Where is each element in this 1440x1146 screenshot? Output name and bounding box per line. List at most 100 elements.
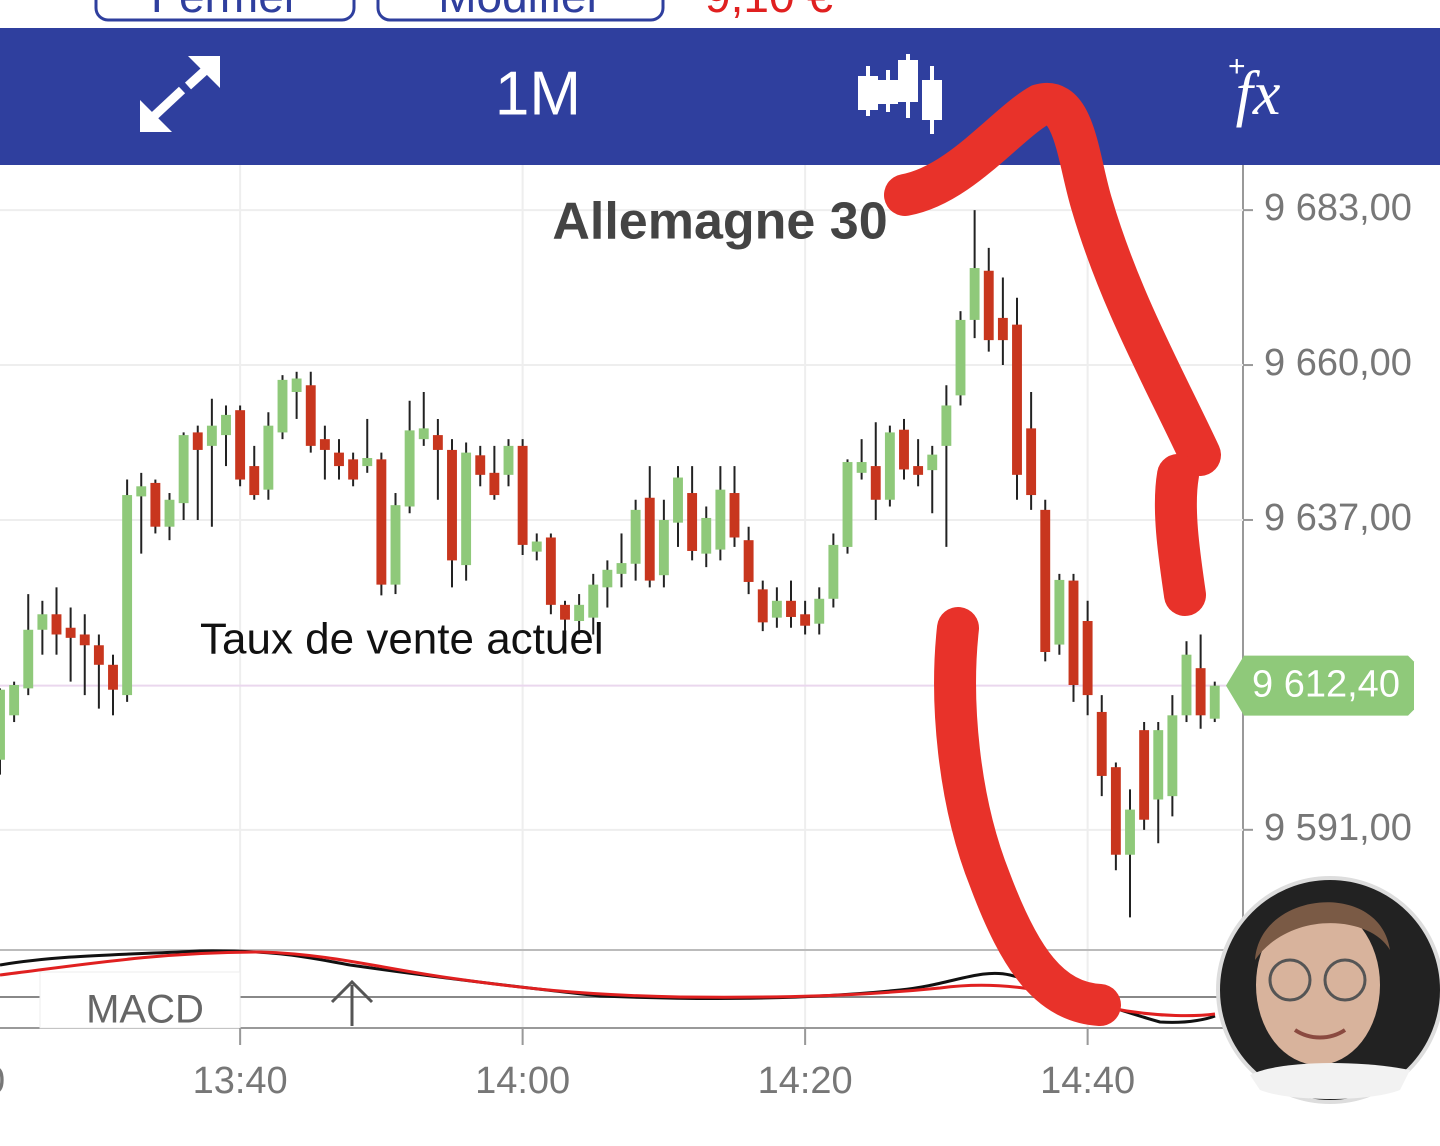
- candle-body: [814, 598, 825, 624]
- candle-body: [941, 405, 952, 446]
- candle-body: [136, 486, 147, 497]
- candle-body: [277, 379, 288, 433]
- candle-body: [1026, 428, 1037, 496]
- candle-body: [1209, 685, 1220, 719]
- candle-body: [390, 505, 401, 585]
- candle-body: [503, 445, 514, 475]
- candle-body: [348, 459, 359, 480]
- candle-body: [334, 452, 344, 467]
- candle-body: [305, 385, 316, 446]
- candle-body: [884, 432, 895, 500]
- candle-body: [1110, 767, 1121, 855]
- candle-body: [164, 499, 175, 527]
- expand-icon[interactable]: [140, 56, 220, 132]
- candle-body: [489, 472, 500, 496]
- candle-body: [517, 445, 528, 545]
- candle-body: [828, 544, 839, 599]
- candle-body: [870, 466, 881, 500]
- candle-body: [1082, 621, 1093, 696]
- candle-body: [65, 627, 76, 638]
- candle-body: [616, 563, 627, 574]
- candle-body: [221, 414, 231, 436]
- candle-body: [560, 604, 570, 620]
- profit: 9,10 €: [705, 0, 833, 22]
- current-price-tag: [1226, 655, 1414, 716]
- candle-body: [291, 378, 302, 392]
- candle-body: [1068, 580, 1079, 685]
- avatar[interactable]: [1216, 876, 1440, 1104]
- candle-body: [630, 509, 641, 564]
- candle-body: [1139, 730, 1150, 820]
- macd-label-box: [39, 971, 241, 1029]
- x-tick-label: 14:40: [1040, 1060, 1135, 1102]
- chart-title: Allemagne 30: [552, 193, 887, 251]
- y-tick-label: 9 637,00: [1264, 497, 1412, 539]
- candle-body: [122, 495, 133, 696]
- candle-body: [1195, 668, 1206, 716]
- y-tick-label: 9 683,00: [1264, 187, 1412, 229]
- candle-body: [192, 432, 203, 450]
- candle-body: [432, 435, 443, 450]
- candle-body: [319, 439, 330, 450]
- candle-body: [376, 459, 387, 585]
- drawn-stroke: [934, 607, 1121, 1026]
- candle-body: [51, 614, 62, 635]
- drawn-stroke: [1154, 454, 1206, 616]
- candle-body: [150, 482, 161, 527]
- close-button[interactable]: [94, 0, 356, 22]
- candle-body: [1125, 809, 1135, 855]
- candle-body: [447, 449, 457, 561]
- candle-body: [673, 477, 683, 523]
- x-tick-label: 14:00: [475, 1060, 570, 1102]
- candle-body: [93, 645, 104, 665]
- candle-body: [23, 629, 34, 689]
- modify-label[interactable]: Modifier: [438, 0, 602, 22]
- candle-body: [178, 435, 189, 504]
- candle-body: [461, 452, 472, 566]
- x-tick-label: 14:20: [758, 1060, 853, 1102]
- candle-body: [574, 604, 585, 622]
- candle-body: [206, 425, 217, 446]
- candle-body: [475, 455, 486, 475]
- candle-body: [687, 493, 698, 551]
- x-tick-label: 13:40: [193, 1060, 288, 1102]
- candle-body: [955, 319, 966, 396]
- macd-label: MACD: [86, 988, 204, 1032]
- candle-body: [997, 317, 1008, 341]
- candle-body: [800, 614, 811, 626]
- timeframe[interactable]: 1M: [495, 59, 581, 128]
- candles: [0, 210, 1220, 918]
- candle-body: [249, 466, 260, 496]
- chart-type-icon[interactable]: [858, 54, 942, 134]
- marker-arrowhead: [330, 979, 374, 1004]
- candle-body: [658, 519, 669, 576]
- candle-body: [545, 537, 556, 605]
- candle-body: [263, 425, 274, 490]
- current-price-label: 9 612,40: [1252, 664, 1400, 706]
- modify-button[interactable]: [376, 0, 665, 22]
- candle-body: [1012, 324, 1022, 475]
- candle-body: [842, 462, 853, 547]
- plus-sign[interactable]: +: [1228, 50, 1246, 83]
- y-tick-label: 9 660,00: [1264, 342, 1412, 384]
- candle-body: [1181, 654, 1192, 716]
- close-label[interactable]: Fermer: [151, 0, 299, 22]
- candle-body: [913, 466, 924, 475]
- candle-body: [418, 428, 429, 440]
- candle-body: [701, 517, 712, 554]
- y-tick-label: 9 591,00: [1264, 807, 1412, 849]
- candle-body: [531, 541, 542, 552]
- indicators-button[interactable]: fx: [1236, 60, 1281, 128]
- candle-body: [927, 454, 938, 471]
- candle-body: [983, 270, 994, 341]
- candle-body: [1153, 730, 1164, 800]
- candle-body: [899, 429, 909, 470]
- candle-body: [1167, 715, 1178, 797]
- candle-body: [37, 614, 48, 630]
- candle-body: [757, 589, 768, 623]
- candle-body: [969, 268, 980, 320]
- candle-body: [79, 634, 90, 646]
- candle-body: [743, 540, 754, 582]
